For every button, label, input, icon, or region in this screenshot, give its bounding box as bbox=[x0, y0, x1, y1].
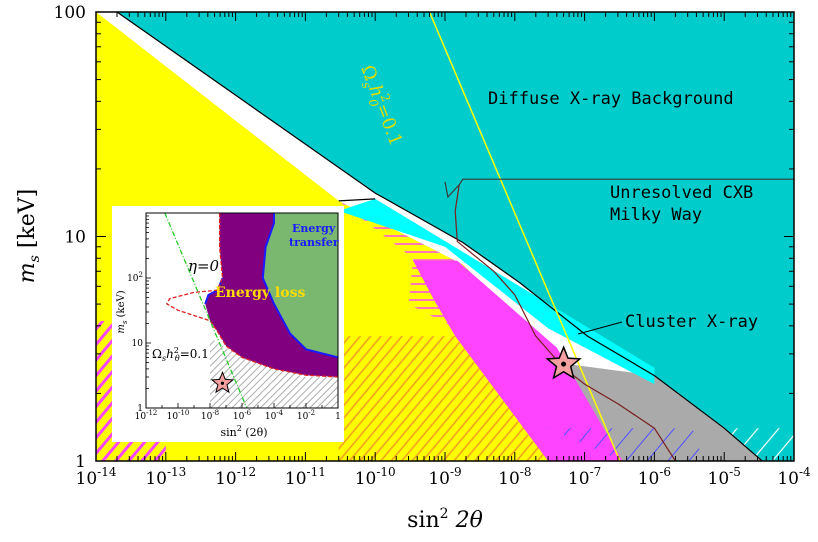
inset-x-tick-label: 10-6 bbox=[233, 409, 252, 422]
x-tick-label: 10-9 bbox=[428, 465, 461, 489]
x-tick-label: 10-5 bbox=[708, 465, 741, 489]
x-tick-label: 10-14 bbox=[76, 465, 117, 489]
yellow-boundary-line bbox=[338, 198, 376, 202]
inset-x-tick-label: 10-4 bbox=[265, 409, 284, 422]
hatch-orange bbox=[338, 336, 549, 461]
main-annotations: Diffuse X-ray Background Unresolved CXBMi… bbox=[356, 62, 758, 335]
inset-ticks: 10-12 10-10 10-8 10-6 10-4 10-2 1 1 10 102 bbox=[127, 215, 341, 422]
inset-plot: 10-12 10-10 10-8 10-6 10-4 10-2 1 1 10 102 sin2 (… bbox=[112, 206, 344, 442]
inset-regions bbox=[146, 213, 338, 408]
main-ticks bbox=[95, 11, 795, 462]
inset-energy-loss-region bbox=[205, 213, 338, 377]
inset-hatch bbox=[210, 337, 338, 408]
x-tick-label: 10-10 bbox=[355, 465, 396, 489]
x-tick-label: 10-7 bbox=[568, 465, 601, 489]
star-center-dot bbox=[561, 361, 567, 367]
inset-x-tick-label: 10-12 bbox=[135, 409, 158, 422]
hatch-blue bbox=[548, 428, 704, 461]
inset-blue-boundary-left bbox=[204, 277, 224, 305]
inset-y-axis-label: ms (keV) bbox=[116, 290, 129, 333]
inset-x-tick-label: 1 bbox=[335, 412, 341, 422]
label-milky-way: Milky Way bbox=[610, 205, 702, 225]
x-tick-label: 10-8 bbox=[498, 465, 531, 489]
label-cluster-xray: Cluster X-ray bbox=[625, 312, 758, 332]
hatch-white bbox=[724, 428, 794, 461]
cluster-xray-pointer bbox=[577, 321, 623, 335]
main-ticklabels: 10-14 10-13 10-12 10-11 10-10 10-9 10-8 10-7 10-… bbox=[15, 3, 811, 533]
y-tick-label: 1 bbox=[75, 452, 86, 472]
x-tick-label: 10-13 bbox=[145, 465, 186, 489]
inset-energy-loss-label: Energy loss bbox=[215, 285, 305, 301]
inset-x-axis-label: sin2 (2θ) bbox=[220, 424, 267, 439]
inset-eta-label: η=0 bbox=[188, 257, 220, 275]
inset-energy-transfer-label-2: transfer bbox=[289, 236, 339, 249]
diffuse-xray-background bbox=[117, 12, 794, 461]
inset-energy-transfer-region bbox=[262, 213, 338, 358]
label-diffuse-xray: Diffuse X-ray Background bbox=[488, 89, 734, 109]
inset-x-tick-label: 10-2 bbox=[297, 409, 315, 422]
y-tick-label: 10 bbox=[64, 228, 86, 248]
x-tick-label: 10-6 bbox=[638, 465, 671, 489]
inset-energy-transfer-label-1: Energy bbox=[292, 222, 336, 235]
x-tick-label: 10-11 bbox=[285, 465, 326, 489]
inset-y-tick-label: 1 bbox=[137, 404, 143, 414]
x-axis-label: sin2 2θ bbox=[407, 506, 483, 533]
cluster-xray-band bbox=[338, 198, 655, 385]
diffuse-boundary-line bbox=[116, 12, 763, 461]
y-axis-label: ms [keV] bbox=[15, 189, 43, 283]
inset-x-tick-label: 10-10 bbox=[167, 409, 190, 422]
label-unresolved-cxb: Unresolved CXB bbox=[610, 183, 753, 203]
main-plot-frame bbox=[95, 11, 795, 462]
hatch-magenta-upper bbox=[338, 200, 494, 348]
inset-y-tick-label: 10 bbox=[132, 339, 144, 349]
y-tick-label: 100 bbox=[54, 3, 86, 23]
inset-x-tick-label: 10-8 bbox=[201, 409, 219, 422]
inset-eta-curve bbox=[165, 213, 338, 378]
inset-y-tick-label: 102 bbox=[127, 271, 143, 284]
inset-labels: sin2 (2θ) ms (keV) η=0 Energy loss Energytra… bbox=[116, 222, 339, 439]
inset-blue-boundary bbox=[261, 213, 338, 359]
x-tick-label: 10-4 bbox=[777, 465, 811, 489]
inset-star-center-dot bbox=[220, 381, 225, 385]
x-tick-label: 10-12 bbox=[215, 465, 256, 489]
inset-omega-label: Ωsh2 θ=0.1 bbox=[152, 346, 209, 363]
milky-way-line bbox=[454, 184, 676, 461]
